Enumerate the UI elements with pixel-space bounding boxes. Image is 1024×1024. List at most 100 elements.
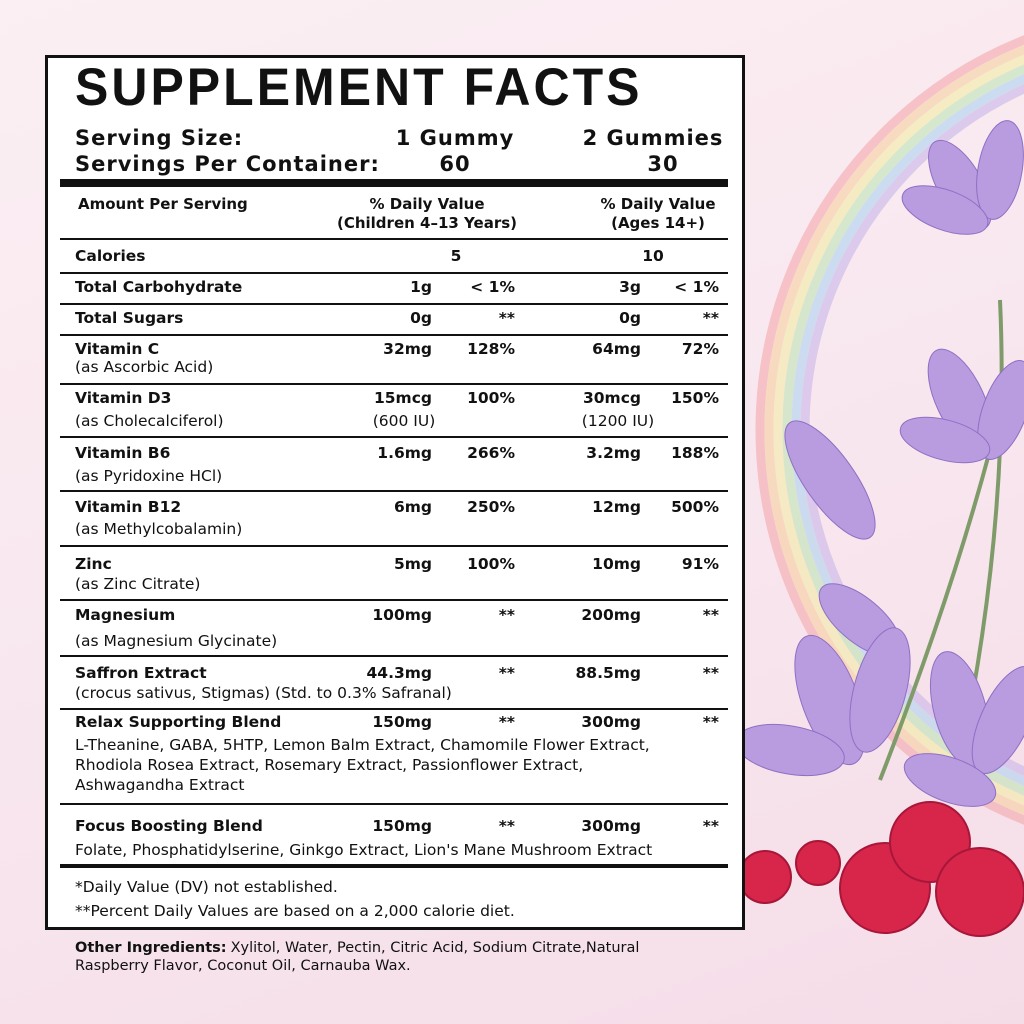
column-header: % Daily Value [369,195,485,213]
adults-amount: 88.5mg [575,664,642,682]
children-amount: 44.3mg [366,664,433,682]
separator [60,803,728,805]
children-amount-iu: (600 IU) [372,412,436,430]
nutrient-name: Vitamin B12 [75,498,182,516]
children-dv: ** [498,713,515,731]
separator [60,599,728,601]
raspberries [738,801,1024,937]
flowers [735,120,1024,807]
nutrient-name: Vitamin C [75,340,160,358]
nutrient-name: Zinc [75,555,112,573]
adults-dv: ** [702,309,719,327]
nutrient-name: Saffron Extract [75,664,207,682]
adults-amount: 3.2mg [586,444,641,462]
adults-amount: 30mcg [582,389,641,407]
column-header: (Ages 14+) [611,214,705,232]
children-amount: 1.6mg [377,444,432,462]
children-amount: 15mcg [373,389,432,407]
nutrient-name: Focus Boosting Blend [75,817,263,835]
children-amount: 32mg [383,340,432,358]
other-ingredients-label: Other Ingredients: [75,940,227,956]
other-ingredients: Xylitol, Water, Pectin, Citric Acid, Sod… [230,940,640,956]
nutrient-name: Magnesium [75,606,176,624]
children-dv: 250% [467,498,515,516]
separator [60,655,728,657]
children-amount: 1g [410,278,432,296]
nutrient-source: Ashwagandha Extract [75,776,245,794]
adults-value: 10 [642,247,664,265]
adults-amount: 300mg [581,817,641,835]
adults-amount: 3g [619,278,641,296]
nutrient-name: Vitamin D3 [75,389,172,407]
adults-amount-iu: (1200 IU) [581,412,655,430]
children-dv: 100% [467,389,515,407]
nutrient-source: (as Magnesium Glycinate) [75,632,278,650]
nutrient-source: (as Ascorbic Acid) [75,358,214,376]
children-dv: < 1% [470,278,515,296]
adults-amount: 300mg [581,713,641,731]
children-amount: 5mg [393,555,432,573]
footnote: **Percent Daily Values are based on a 2,… [75,902,515,920]
adults-dv: 188% [671,444,719,462]
separator [60,179,728,187]
children-dv: ** [498,309,515,327]
serving-size-children: 1 Gummy [395,126,515,150]
adults-amount: 12mg [592,498,641,516]
serving-size-label: Serving Size: [75,126,244,150]
adults-amount: 200mg [581,606,641,624]
adults-amount: 0g [619,309,641,327]
adults-amount: 10mg [592,555,641,573]
adults-dv: ** [702,606,719,624]
nutrient-name: Calories [75,247,146,265]
children-dv: 128% [467,340,515,358]
nutrient-source: (as Cholecalciferol) [75,412,224,430]
adults-dv: ** [702,713,719,731]
column-header: (Children 4–13 Years) [336,214,518,232]
adults-dv: ** [702,664,719,682]
nutrient-source: (as Methylcobalamin) [75,520,243,538]
nutrient-name: Total Carbohydrate [75,278,243,296]
column-header: Amount Per Serving [78,195,248,213]
footnote: *Daily Value (DV) not established. [75,878,338,896]
children-dv: 100% [467,555,515,573]
adults-dv: 91% [681,555,719,573]
children-dv: ** [498,606,515,624]
separator [60,545,728,547]
children-dv: 266% [467,444,515,462]
separator [60,708,728,710]
children-amount: 0g [410,309,432,327]
nutrient-name: Relax Supporting Blend [75,713,282,731]
separator [60,334,728,336]
children-amount: 150mg [372,817,432,835]
separator [60,303,728,305]
separator [60,490,728,492]
serving-size-adults: 2 Gummies [582,126,724,150]
nutrient-source: (crocus sativus, Stigmas) (Std. to 0.3% … [75,684,452,702]
facts-panel [45,55,745,930]
nutrient-name: Total Sugars [75,309,184,327]
separator [60,272,728,274]
children-dv: ** [498,664,515,682]
servings-adults: 30 [647,152,679,176]
separator [60,383,728,385]
adults-dv: 500% [671,498,719,516]
adults-dv: 150% [671,389,719,407]
children-amount: 150mg [372,713,432,731]
adults-dv: < 1% [674,278,719,296]
column-header: % Daily Value [600,195,716,213]
nutrient-source: Rhodiola Rosea Extract, Rosemary Extract… [75,756,584,774]
servings-label: Servings Per Container: [75,152,380,176]
nutrient-source: (as Pyridoxine HCl) [75,467,223,485]
other-ingredients: Raspberry Flavor, Coconut Oil, Carnauba … [75,958,411,974]
children-value: 5 [450,247,462,265]
nutrient-source: (as Zinc Citrate) [75,575,201,593]
separator [60,864,728,868]
adults-dv: 72% [681,340,719,358]
nutrient-source: Folate, Phosphatidylserine, Ginkgo Extra… [75,841,653,859]
title: SUPPLEMENT FACTS [75,57,643,117]
nutrient-source: L-Theanine, GABA, 5HTP, Lemon Balm Extra… [75,736,650,754]
children-dv: ** [498,817,515,835]
children-amount: 100mg [372,606,432,624]
